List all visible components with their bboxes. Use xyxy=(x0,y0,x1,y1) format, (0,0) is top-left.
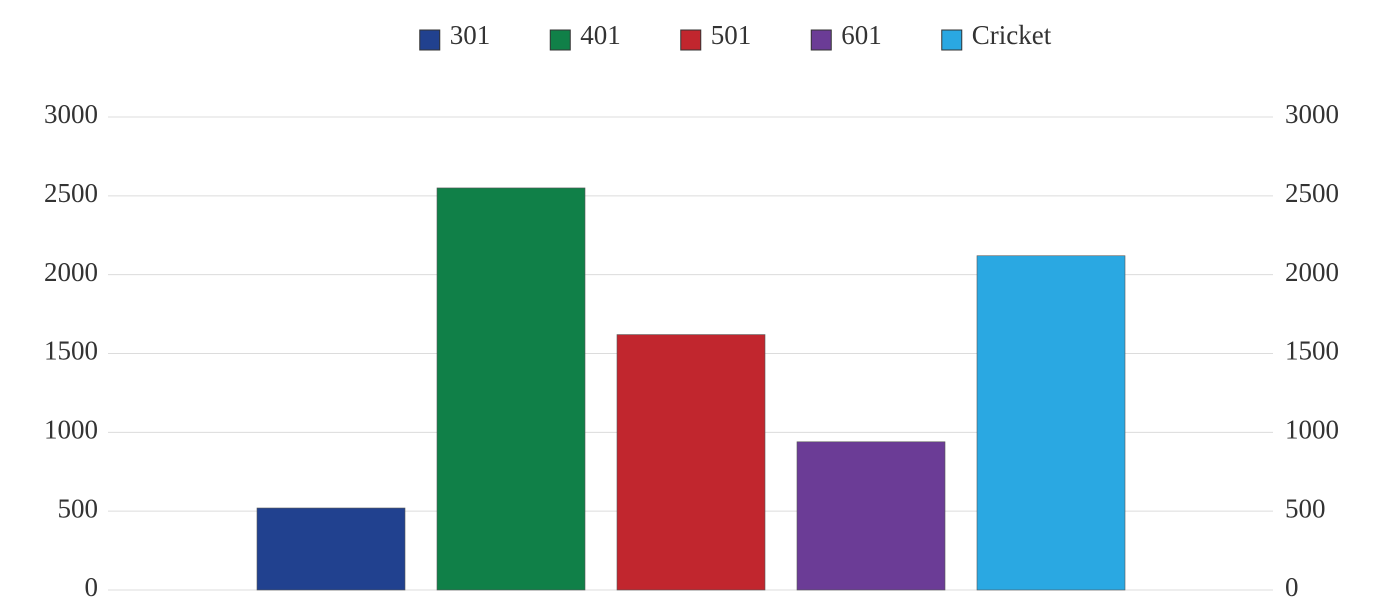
y2-tick-label: 3000 xyxy=(1285,99,1339,129)
y-tick-label: 1000 xyxy=(44,415,98,445)
bar xyxy=(436,187,586,591)
bar xyxy=(976,255,1126,591)
y2-tick-label: 500 xyxy=(1285,493,1326,523)
y-tick-label: 500 xyxy=(58,493,99,523)
legend-swatch xyxy=(549,29,571,51)
legend-label: 501 xyxy=(711,20,752,50)
bar xyxy=(256,507,406,591)
legend-label: 601 xyxy=(841,20,882,50)
y2-tick-label: 0 xyxy=(1285,572,1299,602)
legend-swatch xyxy=(680,29,702,51)
legend-label: Cricket xyxy=(972,20,1052,50)
bar xyxy=(796,441,946,591)
legend-swatch xyxy=(941,29,963,51)
bar xyxy=(616,334,766,591)
y2-tick-label: 2000 xyxy=(1285,257,1339,287)
y-tick-label: 2000 xyxy=(44,257,98,287)
y-tick-label: 2500 xyxy=(44,178,98,208)
y2-tick-label: 1000 xyxy=(1285,415,1339,445)
legend-swatch xyxy=(419,29,441,51)
y2-tick-label: 2500 xyxy=(1285,178,1339,208)
y-tick-label: 3000 xyxy=(44,99,98,129)
legend-label: 301 xyxy=(450,20,491,50)
y2-tick-label: 1500 xyxy=(1285,336,1339,366)
y-tick-label: 1500 xyxy=(44,336,98,366)
legend-swatch xyxy=(810,29,832,51)
legend-label: 401 xyxy=(580,20,621,50)
y-tick-label: 0 xyxy=(85,572,99,602)
